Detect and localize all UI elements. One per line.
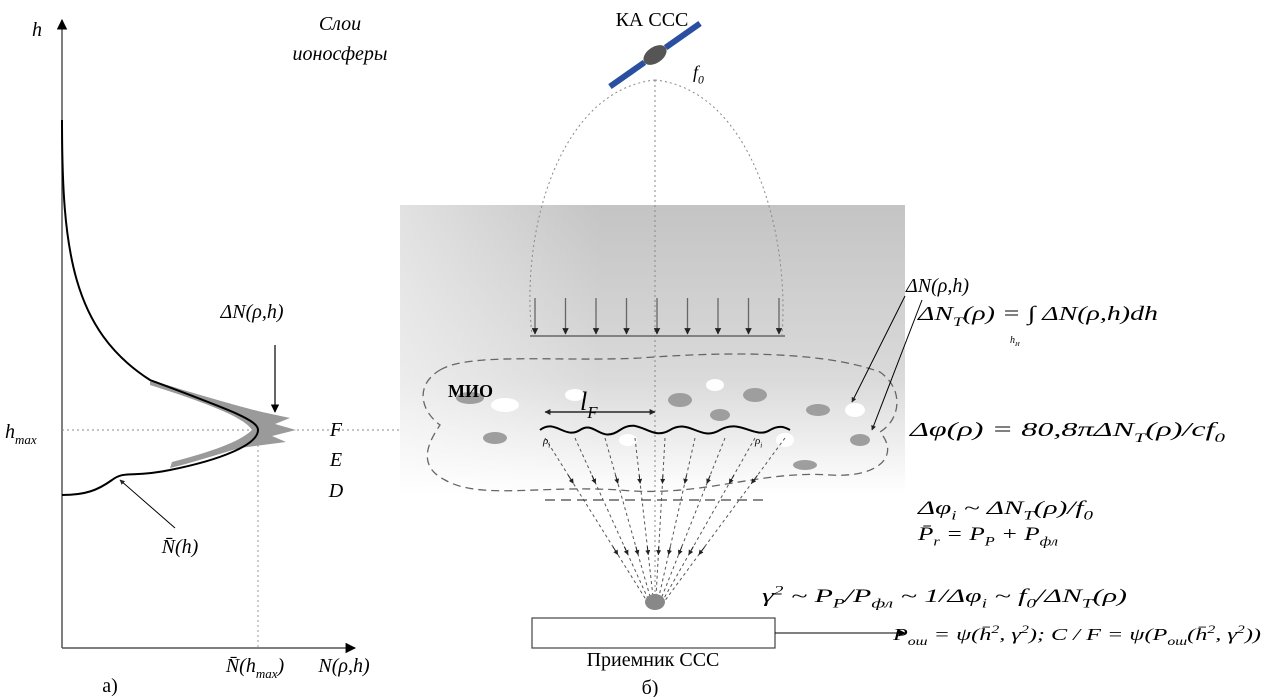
right-panel: КА ССС МИО Приемник ССС б) (400, 9, 922, 697)
receiver-antenna (645, 594, 665, 610)
subscript: ош (1167, 636, 1187, 648)
text-part: (ρ) (1093, 586, 1127, 607)
text-part: ~ ΔN (957, 498, 1026, 519)
formula-delta-phi: Δφ(ρ) = 80,8πΔNT(ρ)/cf0 (908, 419, 1225, 445)
layer-label: D (328, 480, 344, 502)
text-part: )) (1243, 625, 1261, 644)
text-part: P̄ (917, 524, 934, 545)
layers-title: ионосферы (293, 43, 388, 65)
text-part: , γ (1215, 625, 1239, 644)
subscript: 0 (1084, 509, 1095, 523)
text-part: ~ P (784, 586, 834, 607)
blob (491, 398, 519, 412)
nmax-label: N̄(hmax) (225, 655, 285, 681)
hmax-label: hmax (5, 421, 37, 447)
text-part: , γ (999, 625, 1023, 644)
perturbation-label: ΔN(ρ,h) (220, 301, 284, 323)
blob (850, 434, 870, 446)
blob (845, 403, 865, 417)
text-part: = P (940, 524, 985, 545)
blob (483, 432, 507, 444)
profile-pointer (120, 480, 175, 528)
text-part: γ (762, 586, 775, 607)
text-part: (ρ) = ∫ ΔN(ρ,h)dh (963, 303, 1158, 326)
blob (710, 409, 730, 421)
text-part: N̄(h (225, 655, 256, 677)
receiver-box (532, 618, 775, 648)
ray-arrow (699, 547, 705, 555)
superscript: 2 (774, 583, 784, 597)
subscript: max (15, 432, 37, 447)
receiver-label: Приемник ССС (587, 649, 720, 671)
ray-arrow (613, 547, 618, 555)
formula-error: Pош = ψ(h̄2, γ2); C / F = ψ(Pош(h̄2, γ2)… (892, 624, 1262, 648)
blob (668, 393, 692, 407)
text-part: ~ 1/Δφ (893, 586, 981, 607)
h-axis-label: h (32, 19, 42, 41)
text-part: = ψ(h̄ (928, 625, 992, 644)
ray-arrow (689, 547, 694, 555)
subscript: i (548, 441, 550, 449)
integral-limit: hИ (1010, 335, 1020, 348)
subscript: 0 (1215, 430, 1226, 445)
subscript: фл (871, 597, 893, 611)
text-part: Δφ(ρ) = 80,8πΔN (908, 419, 1136, 441)
layer-label: E (329, 449, 342, 471)
frequency-label: f0 (693, 62, 704, 86)
ray-arrow (636, 547, 638, 555)
subscript: P (831, 597, 845, 611)
text-part: h (5, 421, 15, 443)
caption: б) (642, 677, 659, 697)
text-part: l (580, 387, 587, 416)
ray-arrow (669, 547, 671, 555)
caption: а) (102, 675, 118, 697)
subscript: И (1014, 341, 1020, 348)
subscript: max (256, 666, 278, 681)
blob (706, 379, 724, 391)
subscript: 0 (698, 73, 704, 86)
solar-panel (608, 60, 646, 89)
subscript: i (760, 441, 762, 449)
text-part: Δφ (916, 498, 951, 519)
text-part: ); C / F = ψ(P (1027, 625, 1167, 644)
subscript: ош (908, 636, 928, 648)
text-part: (ρ)/f (1034, 498, 1088, 519)
text-part: P (892, 625, 908, 644)
layers-title: Слои (319, 13, 361, 35)
blob (776, 433, 794, 447)
n-axis-label: N(ρ,h) (317, 655, 370, 677)
blob (619, 434, 637, 446)
text-part: /P (843, 586, 872, 607)
blob (793, 460, 817, 470)
blob (743, 388, 767, 402)
blob (806, 404, 830, 416)
ray-arrow (679, 547, 682, 555)
mio-label: МИО (448, 381, 493, 401)
text-part: ΔN(ρ,h) (905, 275, 969, 297)
text-part: ) (277, 655, 285, 677)
ray-arrow (624, 547, 628, 555)
profile-label: N̄(h) (161, 536, 199, 558)
satellite-label: КА ССС (616, 9, 689, 31)
text-part: (h̄ (1187, 625, 1207, 644)
text-part: + P (995, 524, 1040, 545)
layer-label: F (329, 419, 343, 441)
subscript: P (983, 535, 995, 549)
text-part: ~ f (987, 586, 1031, 607)
text-part: /ΔN (1035, 586, 1084, 607)
ionosphere-diagram: h Слои ионосферы ΔN(ρ,h) F E D N̄(h) N(ρ… (0, 0, 1265, 697)
text-part: ΔN (917, 303, 956, 325)
ray-arrow (647, 547, 648, 555)
formula-delta-n: ΔN(ρ,h) (905, 275, 969, 297)
ionosphere-fade (400, 205, 905, 495)
text-part: (ρ)/cf (1146, 419, 1219, 441)
subscript: F (586, 403, 598, 422)
subscript: фл (1040, 535, 1058, 549)
